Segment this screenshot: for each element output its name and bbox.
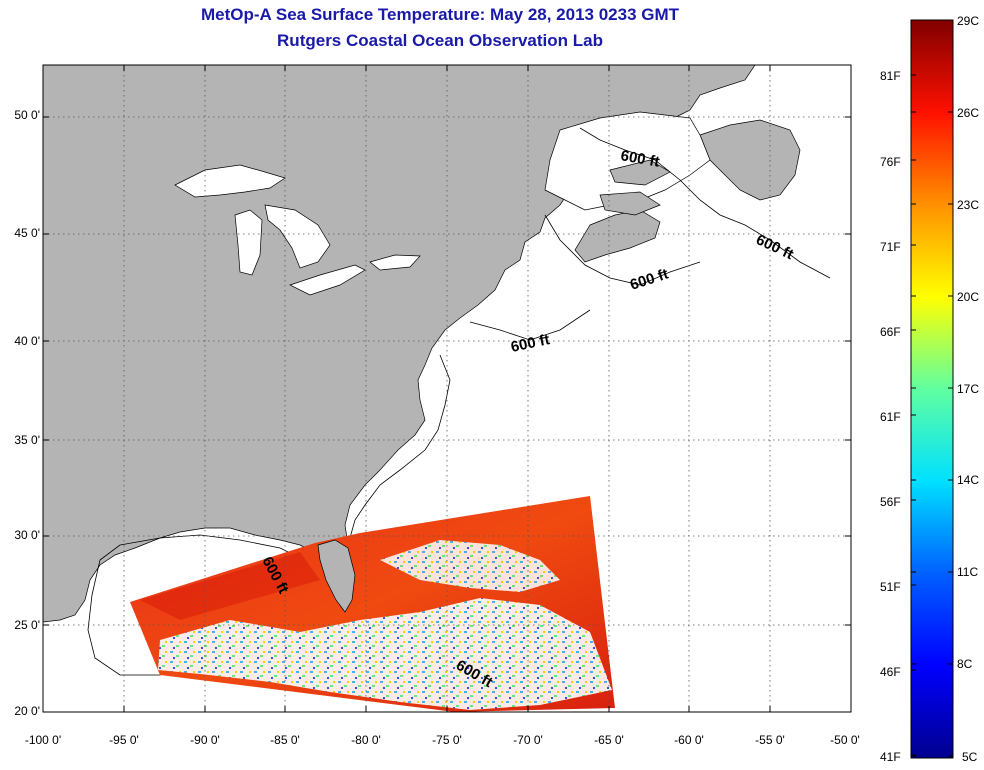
x-tick-label: -55 0' xyxy=(755,733,785,747)
y-tick-label: 50 0' xyxy=(14,108,40,122)
colorbar-label-f: 46F xyxy=(880,665,901,679)
x-tick-label: -100 0' xyxy=(24,733,62,747)
colorbar-label-c: 17C xyxy=(957,382,980,396)
island-newfoundland xyxy=(699,119,801,201)
x-tick-label: -85 0' xyxy=(270,733,300,747)
map-subtitle: Rutgers Coastal Ocean Observation Lab xyxy=(277,31,603,50)
x-tick-label: -90 0' xyxy=(190,733,220,747)
x-tick-label: -95 0' xyxy=(109,733,139,747)
colorbar xyxy=(910,19,954,759)
colorbar-label-f: 81F xyxy=(880,69,901,83)
y-tick-label: 35 0' xyxy=(14,433,40,447)
y-tick-label: 45 0' xyxy=(14,226,40,240)
colorbar-label-f: 56F xyxy=(880,495,901,509)
gulf-st-lawrence xyxy=(544,111,711,211)
lake-ontario xyxy=(369,254,421,271)
colorbar-label-c: 29C xyxy=(957,14,980,28)
map-title: MetOp-A Sea Surface Temperature: May 28,… xyxy=(200,5,680,24)
island-anticosti-2 xyxy=(609,159,671,186)
lake-erie xyxy=(289,264,366,296)
colorbar-label-c: 23C xyxy=(957,198,980,212)
colorbar-label-c: 26C xyxy=(957,106,980,120)
x-tick-label: -70 0' xyxy=(513,733,543,747)
x-tick-label: -75 0' xyxy=(432,733,462,747)
y-tick-label: 25 0' xyxy=(14,618,40,632)
colorbar-label-f: 41F xyxy=(880,750,901,764)
colorbar-label-c: 11C xyxy=(957,565,979,579)
isobath-label: 600 ft xyxy=(619,147,661,171)
colorbar-label-c: 5C xyxy=(962,750,978,764)
lake-michigan xyxy=(234,209,263,276)
x-tick-label: -80 0' xyxy=(351,733,381,747)
lake-superior xyxy=(174,164,286,198)
colorbar-label-f: 71F xyxy=(880,240,901,254)
colorbar-label-c: 20C xyxy=(957,290,980,304)
colorbar-label-f: 51F xyxy=(880,580,901,594)
colorbar-label-f: 66F xyxy=(880,325,901,339)
x-tick-label: -50 0' xyxy=(830,733,860,747)
colorbar-label-c: 14C xyxy=(957,473,980,487)
y-tick-label: 20 0' xyxy=(14,704,40,718)
florida-peninsula xyxy=(317,539,356,613)
x-tick-label: -60 0' xyxy=(674,733,704,747)
lake-huron xyxy=(264,204,331,269)
colorbar-label-c: 8C xyxy=(957,657,973,671)
x-tick-label: -65 0' xyxy=(594,733,624,747)
y-tick-label: 30 0' xyxy=(14,528,40,542)
colorbar-label-f: 61F xyxy=(880,410,901,424)
colorbar-label-f: 76F xyxy=(880,155,901,169)
y-tick-label: 40 0' xyxy=(14,334,40,348)
sst-swath xyxy=(130,496,615,712)
